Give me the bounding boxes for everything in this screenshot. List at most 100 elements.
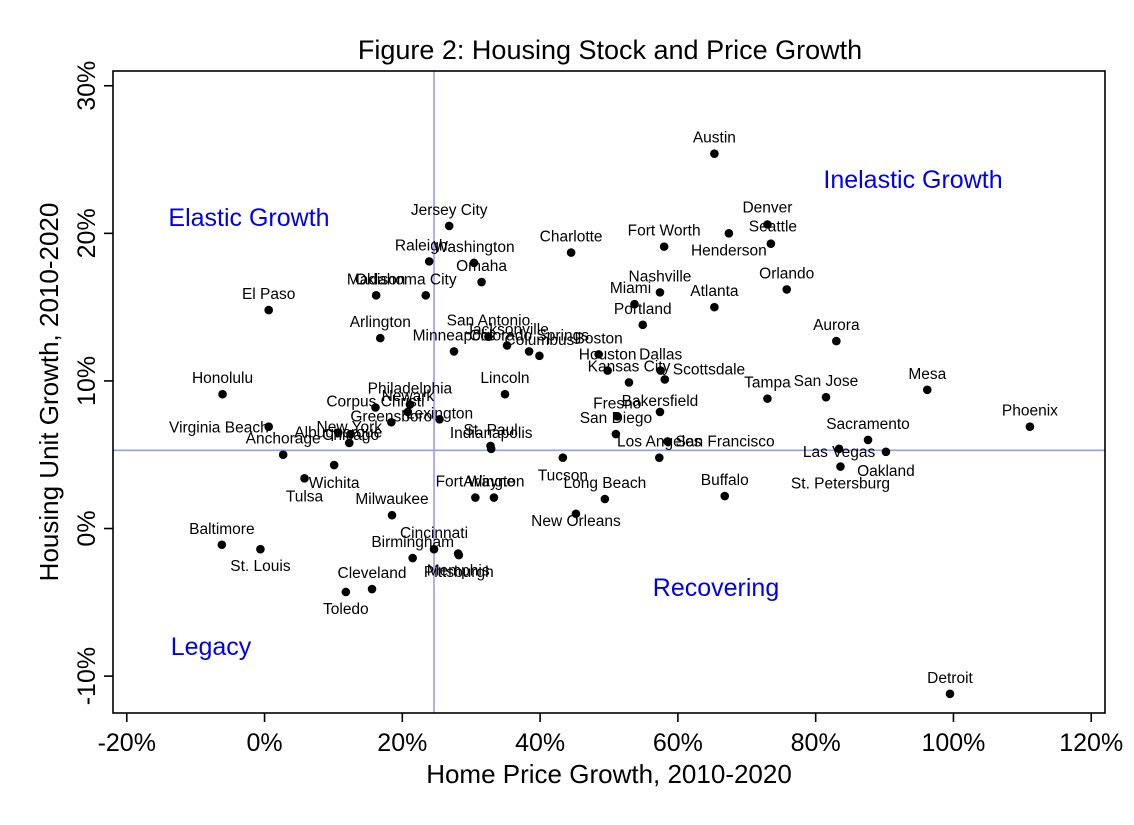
point-labels: Austin Denver Seattle Henderson Fort Worth Ch… — [169, 130, 1058, 687]
point-label-new-orleans: New Orleans — [531, 513, 621, 530]
point-boston — [594, 350, 603, 359]
x-tick-label: 0% — [246, 729, 282, 757]
point-label-aurora: Aurora — [813, 317, 860, 334]
point-fort-wayne — [471, 493, 480, 502]
point-label-san-antonio: San Antonio — [447, 313, 531, 330]
point-label-corpus-christi: Corpus Christi — [326, 393, 424, 410]
point-honolulu — [218, 389, 227, 399]
point-lincoln — [500, 389, 510, 399]
point-label-madison: Madison — [347, 271, 406, 288]
point-washington — [469, 258, 479, 268]
x-tick-label: 120% — [1059, 729, 1123, 757]
point-label-newark: Newark — [382, 388, 435, 405]
point-corpus-christi — [371, 403, 380, 412]
point-el-paso — [264, 305, 273, 315]
point-label-cincinnati: Cincinnati — [400, 525, 468, 542]
y-tick-label: 30% — [73, 61, 101, 111]
point-label-indianapolis: Indianapolis — [450, 425, 533, 442]
point-label-tulsa: Tulsa — [286, 488, 324, 505]
point-lexington — [435, 415, 444, 424]
point-label-san-francisco: San Francisco — [676, 433, 775, 450]
point-label-oklahoma-city: Oklahoma City — [355, 271, 457, 288]
point-birmingham — [408, 553, 417, 563]
point-omaha — [477, 277, 486, 287]
point-chicago — [346, 429, 355, 439]
point-fort-worth — [659, 242, 669, 251]
point-minneapolis — [449, 347, 459, 356]
point-label-fresno: Fresno — [593, 395, 641, 412]
quadrant-labels: Elastic Growth Inelastic Growth Legacy Reco… — [168, 166, 1002, 661]
point-portland — [638, 320, 648, 330]
quadrant-label-elastic-growth: Elastic Growth — [168, 204, 329, 232]
point-st-louis — [256, 544, 265, 554]
point-label-kansas-city: Kansas City — [588, 358, 671, 375]
y-axis: -10% 0% 10% 20% 30% — [73, 61, 113, 705]
point-label-tucson: Tucson — [538, 468, 588, 485]
point-label-st-paul: St. Paul — [463, 422, 517, 439]
point-denver — [763, 220, 772, 229]
point-raleigh — [424, 257, 434, 266]
point-arlington-2 — [489, 493, 499, 502]
point-greensboro — [387, 417, 396, 427]
x-tick-label: 20% — [377, 729, 427, 757]
point-label-houston: Houston — [579, 347, 637, 364]
point-scottsdale — [660, 375, 670, 384]
point-label-atlanta: Atlanta — [690, 283, 739, 300]
point-label-fort-worth: Fort Worth — [628, 223, 701, 240]
point-label-chicago: Chicago — [322, 427, 379, 444]
point-san-antonio — [484, 332, 493, 341]
point-label-milwaukee: Milwaukee — [355, 491, 428, 508]
point-tulsa — [300, 474, 309, 483]
y-tick-label: 20% — [73, 208, 101, 258]
point-detroit — [945, 689, 955, 699]
point-label-anchorage: Anchorage — [246, 431, 321, 448]
point-bakersfield — [655, 407, 665, 417]
point-label-mesa: Mesa — [908, 366, 946, 383]
point-label-miami: Miami — [610, 280, 651, 297]
point-label-el-paso: El Paso — [242, 286, 295, 303]
point-long-beach — [600, 494, 610, 504]
point-new-york — [344, 438, 354, 448]
reference-lines — [113, 71, 1105, 713]
point-label-virginia-beach: Virginia Beach — [169, 420, 269, 437]
point-seattle — [766, 239, 776, 248]
x-tick-label: 80% — [791, 729, 841, 757]
point-label-los-angeles: Los Angeles — [617, 434, 702, 451]
point-label-seattle: Seattle — [749, 219, 797, 236]
point-label-fort-wayne: Fort Wayne — [436, 474, 516, 491]
x-tick-label: 100% — [921, 729, 985, 757]
point-label-cleveland: Cleveland — [338, 565, 407, 582]
point-charlotte — [566, 248, 576, 257]
point-san-francisco — [663, 437, 672, 446]
point-label-philadelphia: Philadelphia — [368, 381, 453, 398]
point-label-memphis: Memphis — [427, 563, 490, 580]
x-tick-label: 40% — [515, 729, 565, 757]
point-austin — [710, 149, 719, 158]
point-tampa — [763, 394, 772, 403]
point-nashville — [655, 288, 665, 297]
point-sacramento — [863, 435, 873, 445]
point-label-charlotte: Charlotte — [540, 229, 603, 246]
point-indianapolis — [486, 444, 496, 454]
point-label-albuquerque: Albuquerque — [294, 425, 382, 442]
x-axis-label: Home Price Growth, 2010-2020 — [426, 759, 792, 789]
point-st-petersburg — [836, 462, 845, 471]
point-toledo — [341, 587, 351, 597]
point-anchorage — [278, 450, 288, 460]
point-kansas-city — [624, 378, 634, 387]
x-tick-label: 60% — [653, 729, 703, 757]
x-axis: -20% 0% 20% 40% 60% 80% 100% 120% — [98, 713, 1123, 757]
point-new-orleans — [571, 509, 581, 519]
point-columbus — [535, 351, 544, 361]
point-label-toledo: Toledo — [323, 601, 369, 618]
point-label-greensboro: Greensboro — [350, 408, 432, 425]
point-label-long-beach: Long Beach — [563, 475, 646, 492]
point-label-tampa: Tampa — [744, 375, 791, 392]
point-san-jose — [821, 392, 831, 402]
quadrant-label-recovering: Recovering — [653, 574, 779, 602]
y-tick-label: 10% — [73, 356, 101, 406]
point-label-baltimore: Baltimore — [189, 521, 254, 538]
point-label-lexington: Lexington — [406, 405, 473, 422]
point-colorado-springs — [524, 347, 534, 356]
point-label-minneapolis: Minneapolis — [413, 327, 496, 344]
